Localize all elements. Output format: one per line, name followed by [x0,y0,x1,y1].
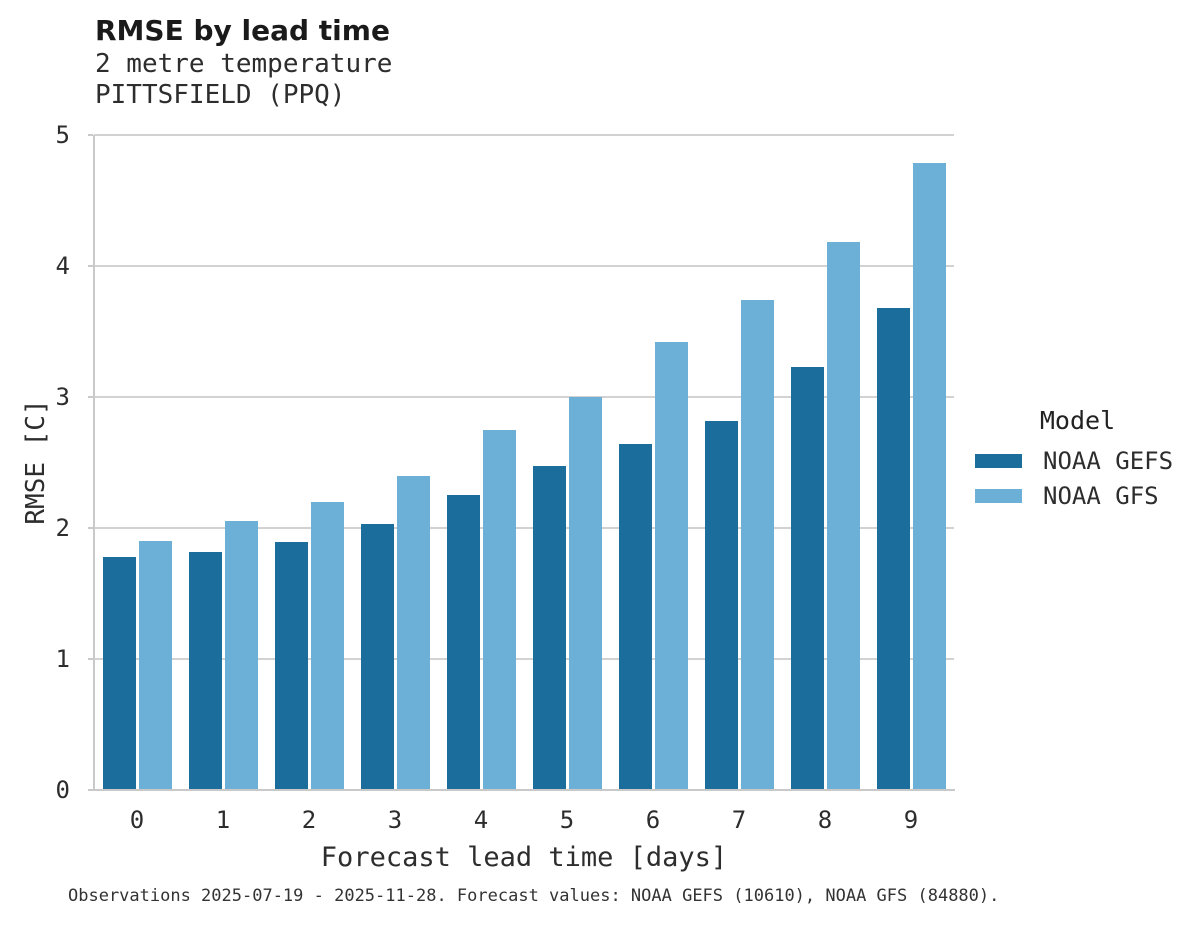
bar-noaa-gefs-lead-8 [790,366,824,790]
y-axis-spine [93,135,95,791]
y-tickmark-2 [88,527,93,529]
bar-noaa-gfs-lead-6 [654,341,688,790]
gridline-y-2 [94,527,954,529]
bar-noaa-gfs-lead-8 [826,242,860,790]
bar-noaa-gefs-lead-0 [102,556,136,790]
y-tick-label-1: 1 [55,645,70,673]
legend-swatch-noaa-gfs [975,488,1022,503]
x-tick-label-2: 2 [301,806,317,834]
chart-title: RMSE by lead time [95,14,390,47]
gridline-y-5 [94,134,954,136]
bar-noaa-gefs-lead-7 [704,420,738,790]
y-tick-label-4: 4 [55,252,70,280]
x-axis-label: Forecast lead time [days] [320,842,728,873]
y-tick-label-5: 5 [55,121,70,149]
legend: Model NOAA GEFS NOAA GFS [975,406,1180,513]
chart-subtitle-variable: 2 metre temperature [95,49,393,79]
x-tick-label-4: 4 [473,806,489,834]
bar-noaa-gefs-lead-6 [618,444,652,790]
y-tick-label-3: 3 [55,383,70,411]
bar-noaa-gfs-lead-5 [568,397,602,790]
bar-noaa-gefs-lead-5 [532,466,566,790]
bar-noaa-gfs-lead-4 [482,429,516,790]
legend-entry-noaa-gefs: NOAA GEFS [975,443,1180,478]
legend-entry-noaa-gfs: NOAA GFS [975,478,1180,513]
chart-subtitle-station: PITTSFIELD (PPQ) [95,80,346,110]
x-axis-spine [93,789,955,791]
bar-noaa-gfs-lead-1 [224,521,258,790]
bar-noaa-gefs-lead-4 [446,495,480,790]
bar-noaa-gefs-lead-2 [274,542,308,790]
y-tickmark-3 [88,396,93,398]
y-tickmark-5 [88,134,93,136]
bar-noaa-gfs-lead-9 [912,162,946,790]
bar-noaa-gefs-lead-9 [876,307,910,790]
x-tick-label-7: 7 [731,806,747,834]
x-tick-label-8: 8 [817,806,833,834]
y-axis-label: RMSE [C] [21,399,51,525]
x-tick-label-0: 0 [129,806,145,834]
y-tick-label-2: 2 [55,514,70,542]
bar-noaa-gefs-lead-1 [188,551,222,790]
x-tick-label-6: 6 [645,806,661,834]
bar-noaa-gefs-lead-3 [360,524,394,790]
bar-noaa-gfs-lead-7 [740,300,774,790]
gridline-y-1 [94,658,954,660]
bar-noaa-gfs-lead-2 [310,501,344,790]
bar-noaa-gfs-lead-0 [138,541,172,790]
x-tick-label-3: 3 [387,806,403,834]
legend-label-noaa-gfs: NOAA GFS [1043,481,1159,510]
y-tick-label-0: 0 [55,776,70,804]
gridline-y-3 [94,396,954,398]
bar-noaa-gfs-lead-3 [396,475,430,790]
gridline-y-4 [94,265,954,267]
caption: Observations 2025-07-19 - 2025-11-28. Fo… [68,886,1000,906]
legend-swatch-noaa-gefs [975,453,1022,468]
legend-title: Model [1039,406,1116,435]
legend-label-noaa-gefs: NOAA GEFS [1043,446,1174,475]
y-tickmark-1 [88,658,93,660]
x-tick-label-5: 5 [559,806,575,834]
y-tickmark-4 [88,265,93,267]
x-tick-label-9: 9 [903,806,919,834]
y-tickmark-0 [88,789,93,791]
x-tick-label-1: 1 [215,806,231,834]
